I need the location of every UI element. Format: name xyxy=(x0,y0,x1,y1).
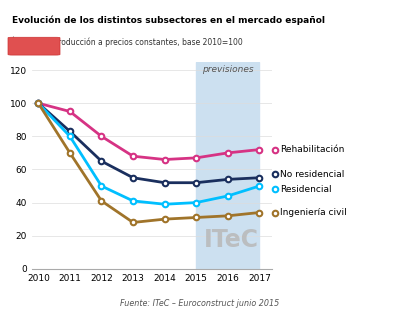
Text: Ingeniería civil: Ingeniería civil xyxy=(280,208,347,217)
Text: Índices de producción a precios constantes, base 2010=100: Índices de producción a precios constant… xyxy=(12,36,243,47)
FancyBboxPatch shape xyxy=(8,37,60,55)
Text: Evolución de los distintos subsectores en el mercado español: Evolución de los distintos subsectores e… xyxy=(12,15,325,25)
Bar xyxy=(196,62,259,269)
Text: Rehabilitación: Rehabilitación xyxy=(280,145,344,154)
Text: Residencial: Residencial xyxy=(280,185,332,194)
Text: Pinit: Pinit xyxy=(24,42,44,51)
Text: Fuente: ITeC – Euroconstruct junio 2015: Fuente: ITeC – Euroconstruct junio 2015 xyxy=(120,299,280,308)
Text: ITeC: ITeC xyxy=(204,228,258,252)
Text: previsiones: previsiones xyxy=(202,65,254,74)
Text: No residencial: No residencial xyxy=(280,170,344,179)
